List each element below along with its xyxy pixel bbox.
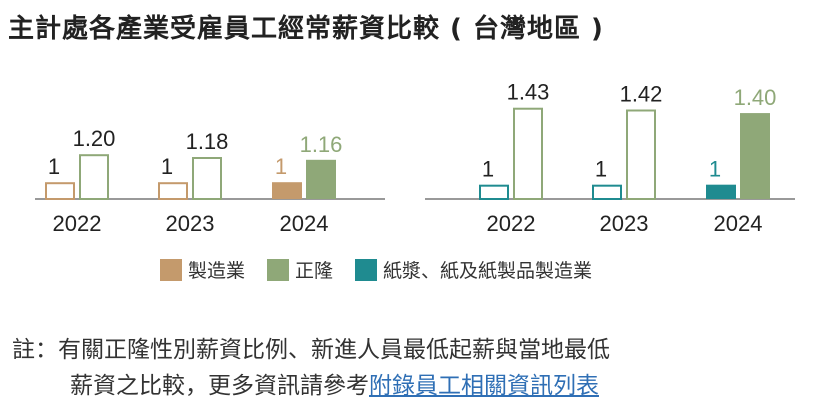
data-label: 1: [275, 154, 287, 179]
footnote-line1: 註：有關正隆性別薪資比例、新進人員最低起薪與當地最低: [12, 337, 610, 363]
data-label: 1.20: [73, 126, 116, 151]
bar-2022: [45, 182, 75, 200]
data-label: 1: [595, 157, 607, 182]
x-tick-label: 2023: [600, 211, 649, 236]
legend-item-chenglong: 正隆: [267, 256, 333, 283]
bar-2023: [192, 157, 222, 200]
bar-2023: [626, 109, 656, 200]
data-label: 1.42: [620, 82, 663, 107]
legend-label: 製造業: [188, 260, 246, 282]
data-label: 1.43: [507, 80, 550, 105]
page-title: 主計處各產業受雇員工經常薪資比較 ( 台灣地區 ): [8, 14, 604, 44]
bar-2022: [79, 154, 109, 200]
legend: 製造業 正隆 紙漿、紙及紙製品製造業: [160, 256, 592, 283]
bar-2022: [479, 184, 509, 200]
legend-swatch: [160, 258, 182, 281]
footnote-line2: 薪資之比較，更多資訊請參考: [70, 373, 369, 399]
appendix-link[interactable]: 附錄員工相關資訊列表: [369, 373, 599, 399]
legend-label: 正隆: [295, 260, 334, 282]
bar-2024: [740, 113, 770, 199]
x-tick-label: 2024: [714, 211, 763, 236]
data-label: 1.16: [300, 132, 343, 157]
x-tick-label: 2023: [166, 211, 215, 236]
data-label: 1.18: [186, 129, 229, 154]
data-label: 1: [48, 154, 60, 179]
bar-2023: [158, 182, 188, 200]
bar-2024: [306, 159, 336, 199]
x-tick-label: 2022: [487, 211, 536, 236]
bar-2023: [592, 184, 622, 200]
legend-item-manufacturing: 製造業: [160, 256, 245, 283]
x-tick-label: 2024: [280, 211, 329, 236]
data-label: 1: [482, 157, 494, 182]
legend-swatch: [267, 258, 290, 281]
data-label: 1: [709, 157, 721, 182]
legend-swatch: [355, 258, 378, 281]
legend-label: 紙漿、紙及紙製品製造業: [383, 260, 593, 282]
x-tick-label: 2022: [53, 211, 102, 236]
chart: 1 1.20 2022 1 1.18 2023 1 1.16 2024 1 1.43 2022 1 1.4…: [35, 80, 795, 236]
footnote: 註：有關正隆性別薪資比例、新進人員最低起薪與當地最低 薪資之比較，更多資訊請參考…: [12, 332, 610, 404]
legend-item-paper: 紙漿、紙及紙製品製造業: [355, 256, 592, 283]
data-label: 1.40: [734, 85, 777, 110]
bar-2022: [513, 107, 543, 200]
data-label: 1: [161, 154, 173, 179]
bar-2024: [272, 182, 302, 199]
bar-2024: [706, 184, 736, 199]
